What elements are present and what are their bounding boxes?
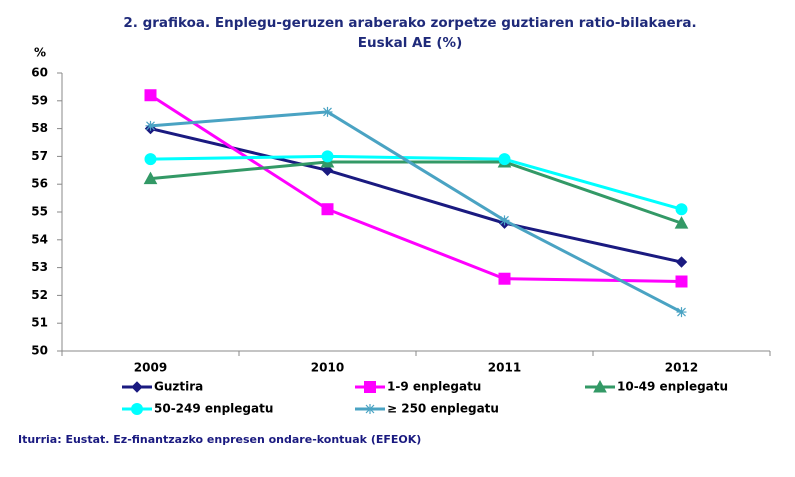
y-tick-label: 51 bbox=[31, 316, 48, 330]
y-tick-label: 59 bbox=[31, 93, 48, 107]
y-tick-label: 60 bbox=[31, 66, 48, 80]
series-line bbox=[150, 160, 682, 225]
x-tick-label: 2009 bbox=[134, 361, 167, 375]
legend-label: 50-249 enplegatu bbox=[154, 402, 273, 416]
point bbox=[322, 106, 333, 117]
source: Iturria: Eustat. Ez-finantzazko enpresen… bbox=[18, 433, 421, 446]
y-tick-label: 52 bbox=[31, 288, 48, 302]
point bbox=[675, 256, 688, 268]
series-line bbox=[150, 110, 683, 314]
legend-marker bbox=[131, 403, 143, 415]
y-tick-label: 50 bbox=[31, 344, 48, 358]
series-line bbox=[150, 127, 682, 264]
y-tick-label: 55 bbox=[31, 205, 48, 219]
point bbox=[321, 164, 334, 177]
point bbox=[674, 216, 689, 229]
point bbox=[144, 153, 157, 166]
y-tick-label: 54 bbox=[31, 232, 48, 246]
x-tick-label: 2012 bbox=[665, 361, 698, 375]
series-line bbox=[150, 154, 682, 211]
legend-marker bbox=[365, 404, 375, 414]
legend-label: 1-9 enplegatu bbox=[387, 380, 481, 394]
point bbox=[499, 215, 510, 226]
chart-subtitle: Euskal AE (%) bbox=[358, 35, 463, 51]
point bbox=[321, 150, 334, 163]
point bbox=[143, 171, 158, 185]
chart-title: 2. grafikoa. Enplegu-geruzen araberako z… bbox=[123, 15, 696, 31]
point bbox=[144, 89, 157, 102]
y-tick-label: 53 bbox=[31, 260, 48, 274]
y-axis-label: % bbox=[34, 46, 46, 60]
series-line bbox=[149, 93, 682, 283]
point bbox=[675, 275, 688, 288]
point bbox=[321, 203, 334, 216]
legend-marker bbox=[593, 379, 607, 393]
point bbox=[676, 307, 687, 318]
legend-marker bbox=[364, 381, 376, 393]
x-tick-label: 2010 bbox=[311, 361, 344, 375]
point bbox=[498, 153, 511, 166]
y-tick-label: 56 bbox=[31, 177, 48, 191]
y-tick-label: 57 bbox=[31, 149, 48, 163]
point bbox=[498, 272, 511, 285]
legend-label: 10-49 enplegatu bbox=[617, 380, 728, 394]
legend-marker bbox=[131, 381, 143, 393]
x-tick-label: 2011 bbox=[488, 361, 521, 375]
legend-label: ≥ 250 enplegatu bbox=[387, 402, 499, 416]
point bbox=[145, 120, 156, 131]
y-tick-label: 58 bbox=[31, 121, 48, 135]
legend-label: Guztira bbox=[154, 380, 203, 394]
point bbox=[675, 203, 688, 216]
